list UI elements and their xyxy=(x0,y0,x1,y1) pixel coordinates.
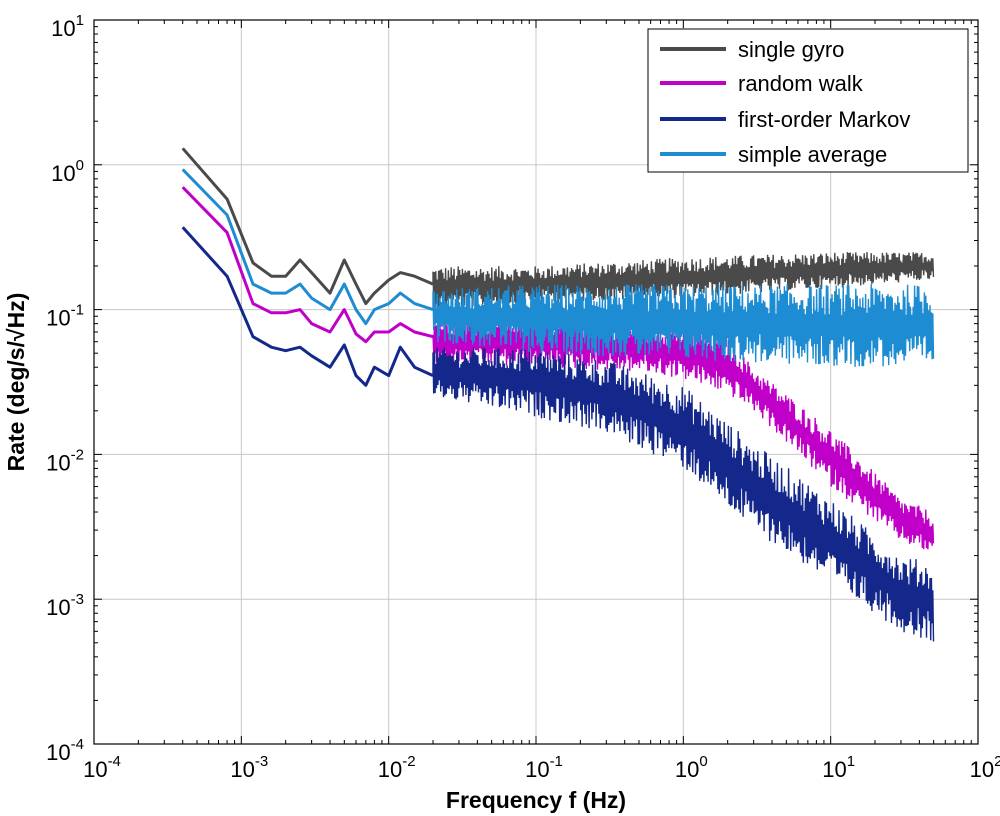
legend-box xyxy=(647,28,969,173)
series-first-order-markov xyxy=(181,226,935,642)
series-line-random-walk xyxy=(181,186,434,344)
series-group xyxy=(181,147,935,642)
series-line-single-gyro xyxy=(181,147,434,306)
y-tick-label: 10-1 xyxy=(46,302,84,331)
y-tick-label: 10-4 xyxy=(46,736,84,765)
x-tick-label: 10-4 xyxy=(83,753,121,782)
series-single-gyro xyxy=(181,147,935,310)
series-noise-single-gyro xyxy=(432,252,935,310)
series-line-first-order-markov xyxy=(181,226,434,387)
x-axis-title: Frequency f (Hz) xyxy=(446,787,626,813)
legend-label-first-order-markov: first-order Markov xyxy=(738,107,910,132)
legend-label-simple-average: simple average xyxy=(738,142,887,167)
y-tick-label: 101 xyxy=(51,12,84,41)
x-tick-label: 102 xyxy=(970,753,1000,782)
y-tick-label: 100 xyxy=(51,157,84,186)
series-noise-first-order-markov xyxy=(432,347,935,642)
y-tick-label: 10-2 xyxy=(46,446,84,475)
axis-ticks: 10-4 10-3 10-2 10-1 100 101 102 10-4 10-3 10-2 10-… xyxy=(46,12,1000,782)
y-tick-label: 10-3 xyxy=(46,591,84,620)
y-axis-title: Rate (deg/s/√Hz) xyxy=(3,293,29,472)
series-line-simple-average xyxy=(181,168,434,326)
x-tick-label: 10-1 xyxy=(525,753,563,782)
x-tick-label: 101 xyxy=(822,753,855,782)
x-tick-label: 10-3 xyxy=(230,753,268,782)
legend: single gyro random walk first-order Mark… xyxy=(647,28,969,173)
series-noise-simple-average xyxy=(432,284,935,367)
legend-label-single-gyro: single gyro xyxy=(738,37,844,62)
x-tick-label: 100 xyxy=(675,753,708,782)
series-simple-average xyxy=(181,168,935,367)
x-tick-label: 10-2 xyxy=(378,753,416,782)
legend-label-random-walk: random walk xyxy=(738,71,864,96)
